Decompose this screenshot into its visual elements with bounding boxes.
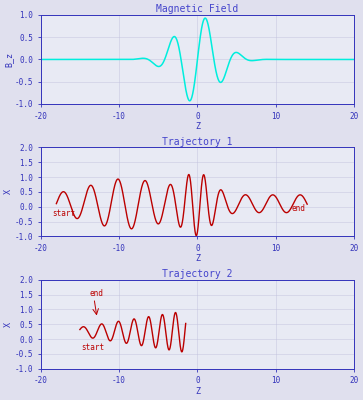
Text: start: start [52,209,76,218]
Text: start: start [81,344,105,352]
Text: end: end [89,289,103,298]
X-axis label: Z: Z [195,122,200,131]
X-axis label: Z: Z [195,254,200,264]
Y-axis label: B_z: B_z [4,52,13,67]
X-axis label: Z: Z [195,387,200,396]
Title: Trajectory 1: Trajectory 1 [162,136,233,146]
Y-axis label: X: X [4,322,13,327]
Text: end: end [291,204,305,213]
Title: Magnetic Field: Magnetic Field [156,4,238,14]
Title: Trajectory 2: Trajectory 2 [162,269,233,279]
Y-axis label: X: X [4,189,13,194]
